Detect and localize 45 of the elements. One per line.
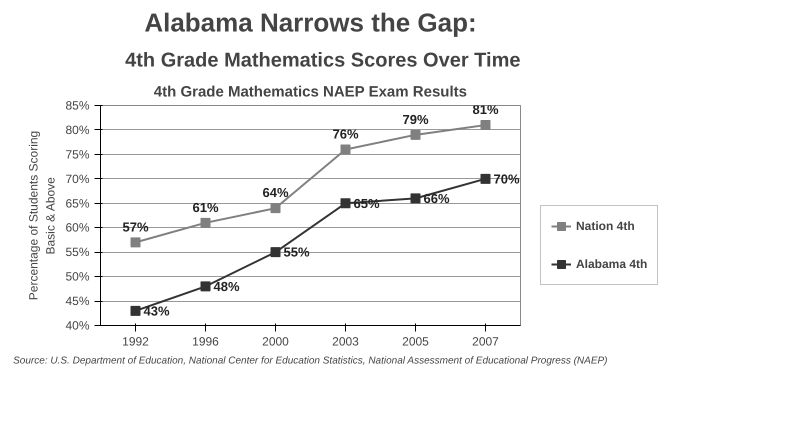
point <box>410 193 420 204</box>
chart-title: Alabama Narrows the Gap: <box>144 8 477 38</box>
legend-label: Nation 4th <box>576 219 635 233</box>
point <box>480 120 490 130</box>
data-label: 61% <box>192 200 219 215</box>
data-label: 64% <box>262 185 289 200</box>
y-tick-label: 65% <box>65 196 90 210</box>
point <box>480 174 490 184</box>
y-axis-title: Percentage of Students Scoring Basic & Above <box>26 130 58 300</box>
x-tick-label: 2003 <box>332 334 360 348</box>
data-label: 43% <box>144 303 170 318</box>
point <box>130 237 140 248</box>
y-tick-label: 85% <box>65 98 90 112</box>
x-tick-label: 2000 <box>262 334 290 348</box>
point <box>200 281 210 292</box>
y-tick-label: 45% <box>65 294 90 308</box>
chart-subtitle: 4th Grade Mathematics Scores Over Time <box>125 50 521 72</box>
x-tick-label: 2005 <box>402 334 430 348</box>
legend-label: Alabama 4th <box>576 257 648 271</box>
data-label: 57% <box>122 219 149 234</box>
data-label: 55% <box>284 244 310 260</box>
x-tick-label: 1996 <box>192 334 220 348</box>
y-tick-label: 40% <box>65 318 90 332</box>
y-tick-label: 55% <box>65 245 90 260</box>
y-tick-label: 70% <box>65 172 90 186</box>
x-tick-label: 1992 <box>122 334 150 348</box>
y-tick-label: 50% <box>65 270 90 284</box>
point <box>270 203 280 214</box>
point <box>340 144 350 154</box>
data-label: 70% <box>494 171 520 186</box>
data-label: 79% <box>402 112 429 127</box>
text: 4th Grade Mathematics NAEP Exam Results <box>154 84 467 100</box>
point <box>340 198 350 208</box>
point <box>200 218 210 228</box>
y-tick-label: 80% <box>65 122 90 137</box>
y-tick-label: 75% <box>65 147 90 162</box>
point <box>130 306 140 316</box>
data-label: 66% <box>424 190 450 206</box>
y-tick-label: 60% <box>65 220 90 235</box>
point <box>410 130 420 140</box>
data-label: 48% <box>214 278 240 294</box>
point <box>270 247 280 258</box>
source-note: Source: U.S. Department of Education, National Center for Education Statistics, National Assessment of Educational Progress (NAEP) <box>13 356 608 366</box>
data-label: 76% <box>332 126 359 142</box>
x-tick-label: 2007 <box>472 334 500 348</box>
